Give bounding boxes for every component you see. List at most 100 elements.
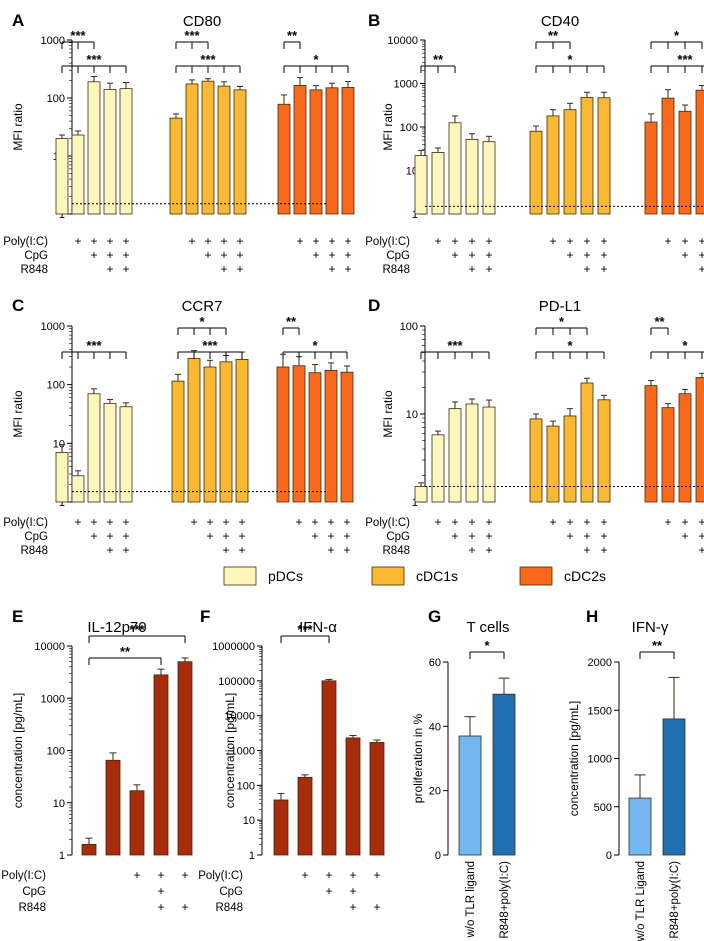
treatment-plus: + bbox=[325, 884, 332, 898]
panel-letter: E bbox=[12, 607, 23, 626]
treatment-plus: + bbox=[238, 543, 245, 557]
y-tick-label: 100 bbox=[237, 780, 255, 792]
treatment-plus: + bbox=[90, 248, 97, 262]
significance-label: *** bbox=[184, 28, 200, 43]
treatment-plus: + bbox=[106, 515, 113, 529]
bar bbox=[119, 88, 133, 215]
treatment-label: CpG bbox=[24, 250, 48, 262]
treatment-plus: + bbox=[600, 248, 607, 262]
chart-panel-E: E IL-12p70 1 10 100 1000 10000 concentration [p… bbox=[1, 607, 193, 914]
bar bbox=[153, 674, 169, 856]
treatment-plus: + bbox=[485, 515, 492, 529]
treatment-plus: + bbox=[122, 529, 129, 543]
treatment-plus: + bbox=[468, 234, 475, 248]
y-tick-label: 0 bbox=[435, 850, 441, 862]
treatment-label: Poly(I:C) bbox=[365, 236, 410, 248]
treatment-label: CpG bbox=[386, 250, 410, 262]
treatment-plus: + bbox=[373, 900, 380, 914]
treatment-plus: + bbox=[325, 868, 332, 882]
treatment-plus: + bbox=[681, 529, 688, 543]
treatment-label: Poly(I:C) bbox=[198, 870, 243, 882]
treatment-plus: + bbox=[468, 543, 475, 557]
treatment-plus: + bbox=[74, 515, 81, 529]
y-tick-label: 10000 bbox=[34, 641, 65, 653]
bar bbox=[87, 81, 101, 215]
y-tick-label: 1000 bbox=[588, 754, 612, 766]
bar bbox=[465, 138, 479, 215]
treatment-plus: + bbox=[157, 900, 164, 914]
treatment-plus: + bbox=[206, 515, 213, 529]
bar bbox=[308, 372, 322, 503]
significance-label: * bbox=[674, 28, 680, 43]
y-tick-label: 1 bbox=[249, 850, 255, 862]
significance-label: *** bbox=[677, 52, 693, 67]
bar bbox=[105, 759, 121, 856]
bar bbox=[71, 134, 85, 215]
treatment-label: R848 bbox=[216, 902, 244, 914]
bar bbox=[55, 452, 69, 503]
bar bbox=[695, 377, 704, 503]
chart-title: IL-12p70 bbox=[87, 619, 146, 636]
panel-letter: G bbox=[428, 607, 441, 626]
bar bbox=[273, 799, 289, 856]
bar bbox=[219, 361, 233, 503]
treatment-plus: + bbox=[220, 262, 227, 276]
treatment-plus: + bbox=[485, 543, 492, 557]
treatment-plus: + bbox=[311, 529, 318, 543]
treatment-plus: + bbox=[157, 884, 164, 898]
treatment-plus: + bbox=[344, 234, 351, 248]
treatment-plus: + bbox=[468, 515, 475, 529]
chart-panel-G: G T cells 0 20 40 60 proliferation in % * w/o TL… bbox=[411, 607, 516, 939]
treatment-plus: + bbox=[343, 515, 350, 529]
treatment-plus: + bbox=[157, 868, 164, 882]
treatment-plus: + bbox=[451, 515, 458, 529]
treatment-plus: + bbox=[90, 515, 97, 529]
y-axis-label: MFI ratio bbox=[381, 103, 395, 151]
panel-letter: C bbox=[12, 296, 24, 315]
treatment-plus: + bbox=[681, 515, 688, 529]
legend-swatch bbox=[223, 566, 257, 586]
treatment-plus: + bbox=[90, 529, 97, 543]
bar bbox=[103, 402, 117, 503]
treatment-plus: + bbox=[698, 234, 704, 248]
significance-label: *** bbox=[86, 52, 102, 67]
treatment-plus: + bbox=[566, 248, 573, 262]
legend-entry: cDC2s bbox=[564, 568, 606, 584]
significance-label: * bbox=[313, 52, 319, 67]
treatment-label: R848 bbox=[21, 264, 49, 276]
treatment-label: CpG bbox=[219, 886, 243, 898]
bar bbox=[482, 406, 496, 503]
treatment-plus: + bbox=[106, 543, 113, 557]
treatment-plus: + bbox=[181, 868, 188, 882]
bar bbox=[55, 138, 69, 215]
chart-panel-A: ACD801101001000MFI ratio***************P… bbox=[3, 11, 355, 276]
significance-label: * bbox=[484, 638, 490, 653]
bar bbox=[309, 89, 323, 215]
legend-swatch bbox=[519, 566, 553, 586]
significance-label: ** bbox=[548, 28, 559, 43]
treatment-plus: + bbox=[583, 543, 590, 557]
treatment-plus: + bbox=[698, 543, 704, 557]
bar bbox=[678, 393, 692, 503]
y-axis-label: concentration [pg/mL] bbox=[223, 693, 237, 808]
bar bbox=[597, 97, 611, 215]
bar bbox=[465, 403, 479, 503]
chart-title: IFN-α bbox=[299, 619, 337, 636]
bar bbox=[233, 89, 247, 215]
treatment-plus: + bbox=[220, 248, 227, 262]
treatment-label: Poly(I:C) bbox=[3, 236, 48, 248]
bar bbox=[661, 407, 675, 503]
treatment-plus: + bbox=[343, 543, 350, 557]
legend: pDCs cDC1s cDC2s bbox=[223, 566, 606, 586]
y-tick-label: 1 bbox=[59, 209, 65, 221]
bar bbox=[81, 843, 97, 856]
treatment-plus: + bbox=[181, 900, 188, 914]
bar bbox=[529, 130, 543, 215]
treatment-plus: + bbox=[698, 262, 704, 276]
bar bbox=[678, 110, 692, 215]
y-tick-label: 60 bbox=[429, 657, 441, 669]
category-label: R848+poly(I:C) bbox=[669, 861, 681, 939]
panel-letter: B bbox=[368, 11, 380, 30]
